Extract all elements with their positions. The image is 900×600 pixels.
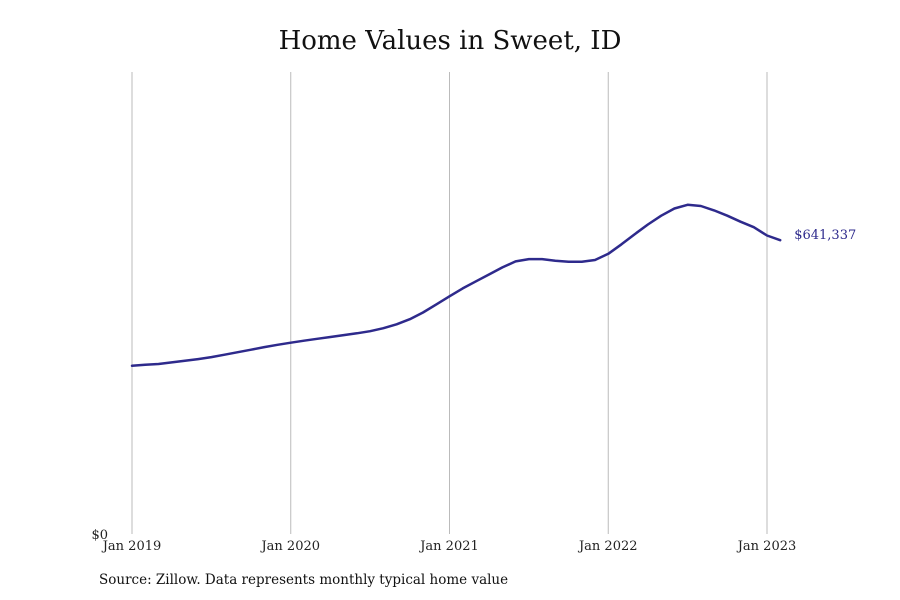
source-note: Source: Zillow. Data represents monthly …	[99, 572, 509, 588]
y-tick-label: $0	[91, 528, 108, 543]
x-tick-label: Jan 2019	[101, 539, 162, 554]
series-line	[130, 203, 782, 368]
gridlines	[131, 72, 768, 534]
series-layer: $641,337	[130, 203, 856, 368]
end-value-label: $641,337	[794, 228, 856, 243]
x-tick-label: Jan 2020	[259, 539, 320, 554]
x-tick-label: Jan 2021	[418, 539, 479, 554]
x-tick-label: Jan 2022	[577, 539, 638, 554]
tick-labels: Jan 2019 Jan 2020 Jan 2021 Jan 2022 Jan 2023…	[91, 528, 796, 554]
chart-title: Home Values in Sweet, ID	[278, 26, 622, 56]
x-tick-label: Jan 2023	[736, 539, 797, 554]
